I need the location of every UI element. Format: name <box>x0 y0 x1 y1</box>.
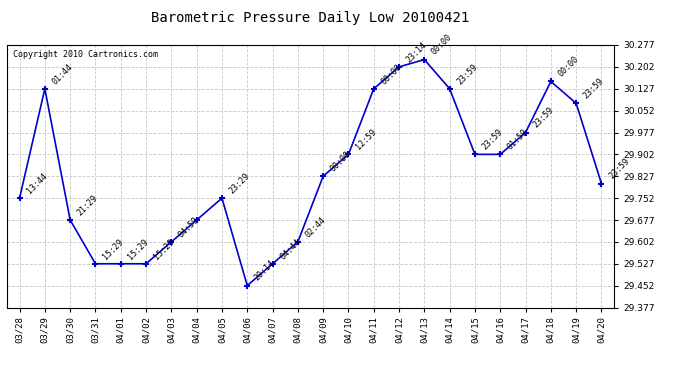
Text: 20:14: 20:14 <box>253 259 277 283</box>
Text: Copyright 2010 Cartronics.com: Copyright 2010 Cartronics.com <box>13 50 158 59</box>
Text: 01:59: 01:59 <box>506 128 530 152</box>
Text: 04:44: 04:44 <box>278 237 302 261</box>
Text: 00:00: 00:00 <box>380 62 404 86</box>
Text: 02:44: 02:44 <box>304 215 328 239</box>
Text: 00:00: 00:00 <box>556 55 580 79</box>
Text: 00:00: 00:00 <box>430 33 454 57</box>
Text: 15:29: 15:29 <box>152 237 176 261</box>
Text: 23:59: 23:59 <box>480 128 504 152</box>
Text: 23:59: 23:59 <box>607 157 631 181</box>
Text: 00:00: 00:00 <box>328 149 353 174</box>
Text: 23:59: 23:59 <box>531 106 555 130</box>
Text: 12:59: 12:59 <box>354 128 378 152</box>
Text: 21:29: 21:29 <box>76 193 100 217</box>
Text: 23:59: 23:59 <box>582 76 606 101</box>
Text: Barometric Pressure Daily Low 20100421: Barometric Pressure Daily Low 20100421 <box>151 11 470 25</box>
Text: 23:14: 23:14 <box>404 40 428 64</box>
Text: 15:29: 15:29 <box>126 237 150 261</box>
Text: 13:44: 13:44 <box>25 171 49 195</box>
Text: 23:29: 23:29 <box>228 171 252 195</box>
Text: 04:59: 04:59 <box>177 215 201 239</box>
Text: 15:29: 15:29 <box>101 237 125 261</box>
Text: 23:59: 23:59 <box>455 62 480 86</box>
Text: 01:44: 01:44 <box>50 62 75 86</box>
